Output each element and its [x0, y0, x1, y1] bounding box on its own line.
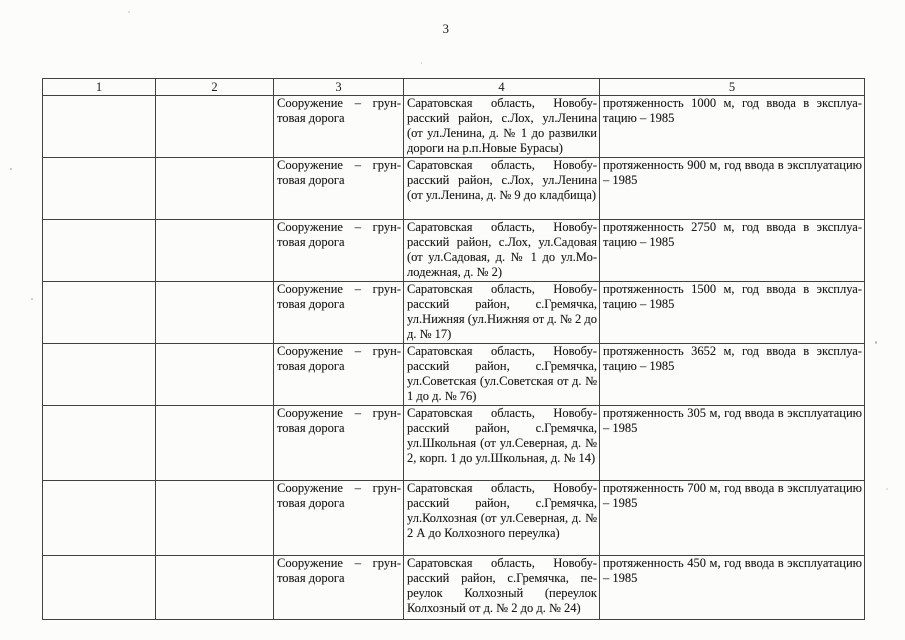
cell-col1	[42, 405, 156, 481]
cell-col1	[42, 157, 156, 220]
table-row: Сооружение – грун­товая дорога Саратовска…	[42, 281, 865, 344]
scan-speck	[10, 168, 12, 170]
page-number: 3	[442, 21, 450, 36]
cell-col3: Сооружение – грун­товая дорога	[273, 95, 404, 158]
cell-col4: Саратовская область, Новобу­расский райо…	[403, 157, 600, 220]
cell-col3: Сооружение – грун­товая дорога	[273, 343, 404, 406]
cell-col4: Саратовская область, Новобу­расский райо…	[403, 281, 600, 344]
cell-col5: протяженность 1000 м, год ввода в эксплу…	[599, 95, 865, 158]
cell-col1	[42, 555, 156, 620]
cell-col2	[155, 405, 274, 481]
column-header-5: 5	[599, 78, 865, 96]
table-row: Сооружение – грун­товая дорога Саратовска…	[42, 219, 865, 282]
table-row: Сооружение – грун­товая дорога Саратовска…	[42, 480, 865, 556]
cell-col5: протяженность 1500 м, год ввода в эксплу…	[599, 281, 865, 344]
cell-col1	[42, 95, 156, 158]
cell-col5: протяженность 305 м, год ввода в эксплуа…	[599, 405, 865, 481]
cell-col3: Сооружение – грун­товая дорога	[273, 219, 404, 282]
cell-col5: протяженность 3652 м, год ввода в эксплу…	[599, 343, 865, 406]
cell-col1	[42, 343, 156, 406]
cell-col3: Сооружение – грун­товая дорога	[273, 405, 404, 481]
cell-col4: Саратовская область, Новобу­расский райо…	[403, 555, 600, 620]
cell-col3: Сооружение – грун­товая дорога	[273, 555, 404, 620]
cell-col1	[42, 219, 156, 282]
scan-speck	[875, 341, 877, 344]
column-header-3: 3	[273, 78, 404, 96]
table-row: Сооружение – грун­товая дорога Саратовска…	[42, 343, 865, 406]
column-header-4: 4	[403, 78, 600, 96]
cell-col4: Саратовская область, Новобу­расский райо…	[403, 95, 600, 158]
scan-speck	[886, 488, 888, 490]
cell-col2	[155, 281, 274, 344]
cell-col3: Сооружение – грун­товая дорога	[273, 157, 404, 220]
table-body: Сооружение – грун­товая дорога Саратовска…	[42, 95, 865, 620]
table-row: Сооружение – грун­товая дорога Саратовска…	[42, 555, 865, 620]
cell-col4: Саратовская область, Новобу­расский райо…	[403, 343, 600, 406]
table-row: Сооружение – грун­товая дорога Саратовска…	[42, 405, 865, 481]
column-header-1: 1	[42, 78, 156, 96]
cell-col3: Сооружение – грун­товая дорога	[273, 281, 404, 344]
cell-col5: протяженность 900 м, год ввода в эксплуа…	[599, 157, 865, 220]
cell-col4: Саратовская область, Новобу­расский райо…	[403, 219, 600, 282]
table-row: Сооружение – грун­товая дорога Саратовска…	[42, 157, 865, 220]
cell-col5: протяженность 2750 м, год ввода в эксплу…	[599, 219, 865, 282]
scan-speck	[31, 298, 33, 300]
cell-col5: протяженность 700 м, год ввода в эксплуа…	[599, 480, 865, 556]
cell-col2	[155, 219, 274, 282]
cell-col1	[42, 281, 156, 344]
cell-col4: Саратовская область, Новобу­расский райо…	[403, 405, 600, 481]
cell-col2	[155, 157, 274, 220]
table-row: Сооружение – грун­товая дорога Саратовска…	[42, 95, 865, 158]
cell-col2	[155, 343, 274, 406]
cell-col3: Сооружение – грун­товая дорога	[273, 480, 404, 556]
cell-col5: протяженность 450 м, год ввода в эксплуа…	[599, 555, 865, 620]
scan-speck	[128, 11, 130, 13]
cell-col2	[155, 480, 274, 556]
cell-col2	[155, 555, 274, 620]
column-header-2: 2	[155, 78, 274, 96]
cell-col4: Саратовская область, Новобу­расский райо…	[403, 480, 600, 556]
cell-col1	[42, 480, 156, 556]
scan-speck	[421, 62, 422, 64]
cell-col2	[155, 95, 274, 158]
